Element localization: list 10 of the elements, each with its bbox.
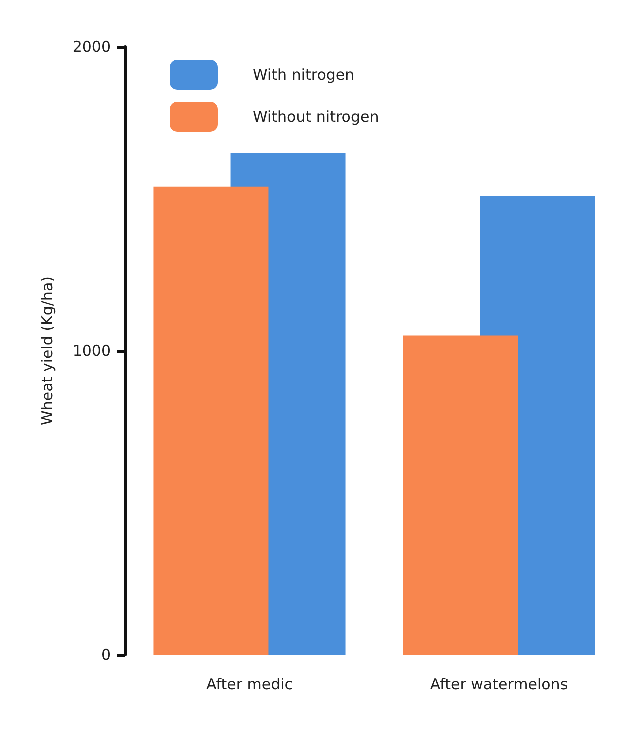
bar	[403, 336, 518, 655]
bar	[154, 186, 269, 655]
y-tick-label: 2000	[72, 38, 111, 56]
legend-label: With nitrogen	[253, 66, 355, 84]
y-tick-label: 0	[101, 646, 111, 664]
legend-label: Without nitrogen	[253, 108, 380, 126]
y-axis-title: Wheat yield (Kg/ha)	[38, 276, 56, 426]
x-tick-label: After medic	[206, 676, 294, 694]
x-tick-label: After watermelons	[430, 676, 568, 694]
y-tick-label: 1000	[72, 342, 111, 360]
